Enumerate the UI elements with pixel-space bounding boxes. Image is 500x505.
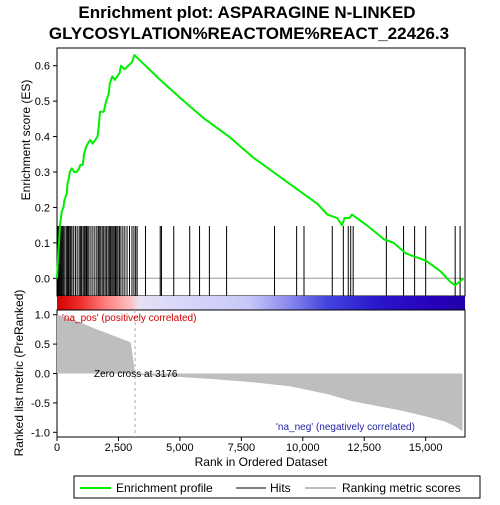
hits-layer xyxy=(57,226,461,296)
es-axis-title: Enrichment score (ES) xyxy=(19,80,33,201)
metric-axis-title: Ranked list metric (PreRanked) xyxy=(12,290,26,457)
metric-tick-label: 0.5 xyxy=(35,339,50,351)
metric-tick-label: 1.0 xyxy=(35,310,50,322)
es-tick-label: 0.4 xyxy=(35,132,50,144)
es-tick-label: 0.1 xyxy=(35,238,50,250)
metric-axis: 1.0 0.5 0.0 -0.5 -1.0 xyxy=(31,310,57,439)
x-tick-label: 7,500 xyxy=(228,442,256,454)
es-tick-label: 0.3 xyxy=(35,167,50,179)
x-axis: 0 2,500 5,000 7,500 10,000 12,500 15,000 xyxy=(54,437,443,454)
chart-title-line2: GLYCOSYLATION%REACTOME%REACT_22426.3 xyxy=(49,24,449,43)
legend-hits-label: Hits xyxy=(270,481,291,495)
chart-title-line1: Enrichment plot: ASPARAGINE N-LINKED xyxy=(78,3,415,22)
x-tick-label: 5,000 xyxy=(166,442,194,454)
ranking-metric-layer xyxy=(57,310,463,437)
x-tick-label: 12,500 xyxy=(347,442,381,454)
x-tick-label: 0 xyxy=(54,442,60,454)
annotation-zero-cross: Zero cross at 3176 xyxy=(94,369,178,380)
x-tick-label: 2,500 xyxy=(105,442,133,454)
es-tick-label: 0.6 xyxy=(35,61,50,73)
enrichment-profile-layer xyxy=(56,54,465,287)
x-tick-label: 10,000 xyxy=(286,442,320,454)
legend-metric-label: Ranking metric scores xyxy=(342,481,461,495)
es-tick-label: 0.5 xyxy=(35,96,50,108)
metric-tick-label: 0.0 xyxy=(35,369,50,381)
ranking-metric-area xyxy=(57,314,463,432)
legend-profile-label: Enrichment profile xyxy=(116,481,213,495)
enrichment-profile-line xyxy=(56,54,465,287)
x-axis-title: Rank in Ordered Dataset xyxy=(195,455,328,469)
ranking-color-bar xyxy=(57,296,465,310)
legend-box xyxy=(73,475,481,499)
x-tick-label: 15,000 xyxy=(409,442,443,454)
es-tick-label: 0.0 xyxy=(35,273,50,285)
metric-tick-label: -0.5 xyxy=(31,398,50,410)
legend: Enrichment profile Hits Ranking metric s… xyxy=(73,475,481,499)
metric-tick-label: -1.0 xyxy=(31,427,50,439)
annotation-na-neg: 'na_neg' (negatively correlated) xyxy=(276,422,415,433)
es-tick-label: 0.2 xyxy=(35,202,50,214)
annotation-na-pos: 'na_pos' (positively correlated) xyxy=(62,313,196,324)
